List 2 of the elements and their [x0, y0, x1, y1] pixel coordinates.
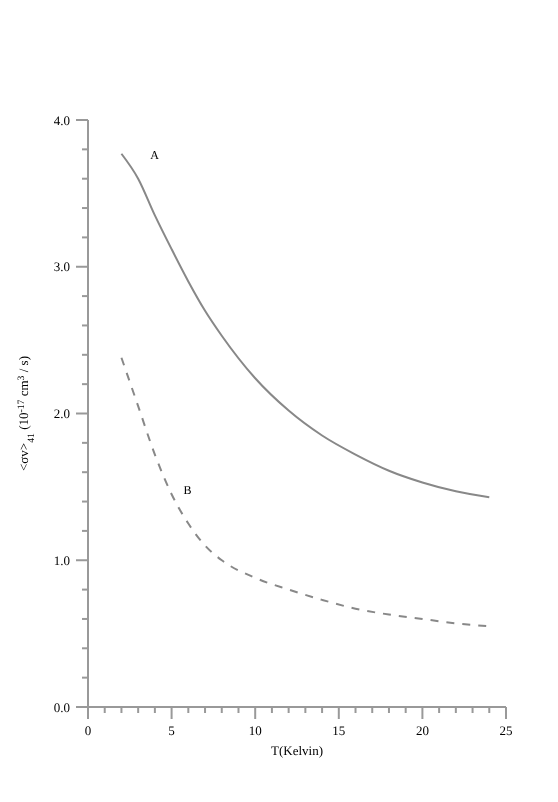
line-series: [120, 152, 491, 499]
line-series: [120, 356, 491, 628]
